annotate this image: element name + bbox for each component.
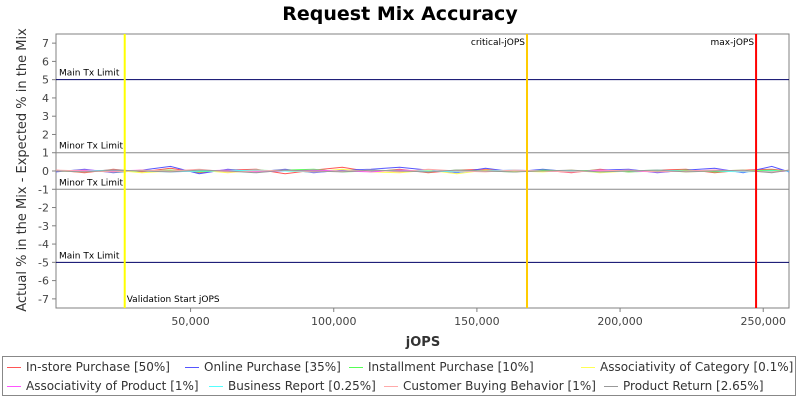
legend-item: Business Report [0.25%]	[209, 377, 376, 395]
x-axis: 50,000 100,000 150,000 200,000 250,000	[171, 308, 786, 328]
legend-swatch	[209, 385, 223, 387]
y-axis-label: Actual % in the Mix - Expected % in the …	[15, 28, 30, 312]
legend-label: Business Report [0.25%]	[228, 379, 376, 393]
y-tick-label: 3	[42, 110, 49, 123]
y-tick-label: -3	[38, 220, 49, 233]
x-tick-label: 150,000	[454, 315, 500, 328]
y-tick-label: 5	[42, 74, 49, 87]
x-tick-label: 50,000	[171, 315, 210, 328]
y-tick-label: -7	[38, 293, 49, 306]
y-axis: -7 -6 -5 -4 -3 -2 -1 0 1 2 3 4 5 6 7	[38, 37, 56, 306]
x-tick-label: 100,000	[311, 315, 357, 328]
request-mix-chart: Request Mix Accuracy Actual % in the Mix…	[15, 3, 790, 350]
y-tick-label: 1	[42, 147, 49, 160]
series-line-7	[55, 169, 790, 174]
legend-label: Installment Purchase [10%]	[368, 360, 534, 374]
legend-swatch	[7, 385, 21, 387]
y-tick-label: -4	[38, 238, 49, 251]
limit-label: Minor Tx Limit	[59, 178, 124, 188]
legend-swatch	[7, 366, 21, 368]
legend-swatch	[604, 385, 618, 387]
legend-label: Customer Buying Behavior [1%]	[403, 379, 596, 393]
y-tick-label: -6	[38, 275, 49, 288]
chart-title: Request Mix Accuracy	[282, 3, 518, 25]
legend-item: Product Return [2.65%]	[604, 377, 764, 395]
legend-item: Customer Buying Behavior [1%]	[384, 377, 596, 395]
x-tick-label: 200,000	[597, 315, 643, 328]
legend-label: Associativity of Category [0.1%]	[600, 360, 794, 374]
series-line-0	[55, 166, 790, 175]
y-tick-label: -1	[38, 183, 49, 196]
series-lines	[55, 165, 790, 175]
y-tick-label: 2	[42, 128, 49, 141]
legend-label: Online Purchase [35%]	[204, 360, 341, 374]
limit-label: Minor Tx Limit	[59, 142, 124, 152]
x-tick-label: 250,000	[740, 315, 786, 328]
legend-label: Associativity of Product [1%]	[26, 379, 199, 393]
y-tick-label: 0	[42, 165, 49, 178]
y-tick-label: 4	[42, 92, 49, 105]
y-tick-label: 7	[42, 37, 49, 50]
y-tick-label: 6	[42, 55, 49, 68]
legend-swatch	[384, 385, 398, 387]
marker-label: critical-jOPS	[471, 38, 525, 48]
legend-label: Product Return [2.65%]	[623, 379, 764, 393]
legend-swatch	[185, 366, 199, 368]
legend: In-store Purchase [50%] Online Purchase […	[2, 356, 796, 396]
limit-label: Main Tx Limit	[59, 69, 120, 79]
legend-swatch	[349, 366, 363, 368]
legend-item: Associativity of Product [1%]	[7, 377, 199, 395]
marker-label: max-jOPS	[710, 38, 754, 48]
legend-item: Installment Purchase [10%]	[349, 358, 534, 376]
marker-label: Validation Start jOPS	[127, 295, 220, 305]
legend-label: In-store Purchase [50%]	[26, 360, 170, 374]
legend-item: Associativity of Category [0.1%]	[581, 358, 793, 376]
y-tick-label: -5	[38, 256, 49, 269]
legend-item: Online Purchase [35%]	[185, 358, 341, 376]
marker-lines: Validation Start jOPS critical-jOPS max-jO…	[123, 34, 758, 308]
limit-label: Main Tx Limit	[59, 251, 120, 261]
legend-item: In-store Purchase [50%]	[7, 358, 170, 376]
y-tick-label: -2	[38, 202, 49, 215]
x-axis-label: jOPS	[405, 335, 440, 350]
legend-swatch	[581, 366, 595, 368]
